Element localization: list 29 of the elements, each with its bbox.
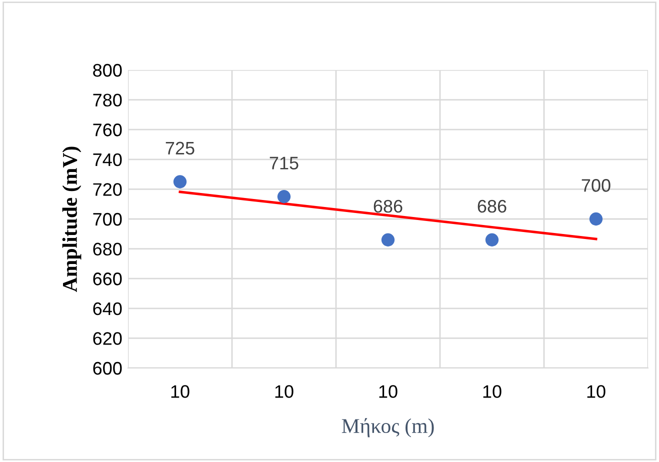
point bbox=[381, 233, 395, 246]
y-tick-label: 760 bbox=[93, 124, 122, 136]
data-label: 715 bbox=[270, 156, 298, 170]
y-tick-label: 700 bbox=[93, 212, 122, 226]
y-tick-label: 720 bbox=[93, 183, 122, 196]
x-tick-label: 10 bbox=[483, 385, 502, 398]
x-tick-label: 10 bbox=[171, 385, 190, 398]
y-tick-label: 600 bbox=[93, 362, 122, 375]
x-tick-label: 10 bbox=[379, 385, 398, 398]
data-label: 700 bbox=[582, 179, 610, 192]
y-tick-label: 680 bbox=[93, 242, 122, 256]
x-axis-title: Μήκος (m) bbox=[342, 418, 434, 438]
y-axis-title: Amplitude (mV) bbox=[62, 146, 82, 292]
point bbox=[277, 190, 291, 204]
line-series bbox=[178, 190, 598, 240]
point bbox=[589, 212, 603, 226]
x-tick-label: 10 bbox=[275, 385, 294, 398]
y-tick-label: 660 bbox=[93, 272, 122, 286]
y-tick-label: 640 bbox=[93, 302, 122, 316]
point bbox=[173, 175, 187, 188]
y-tick-label: 620 bbox=[93, 332, 122, 345]
y-tick-label: 800 bbox=[93, 64, 122, 77]
data-label: 725 bbox=[166, 142, 194, 155]
point bbox=[485, 233, 499, 246]
x-tick-label: 10 bbox=[587, 385, 606, 398]
data-label: 686 bbox=[478, 200, 506, 213]
y-tick-label: 780 bbox=[93, 94, 122, 107]
data-label: 686 bbox=[374, 200, 402, 213]
y-tick-label: 740 bbox=[93, 153, 122, 166]
